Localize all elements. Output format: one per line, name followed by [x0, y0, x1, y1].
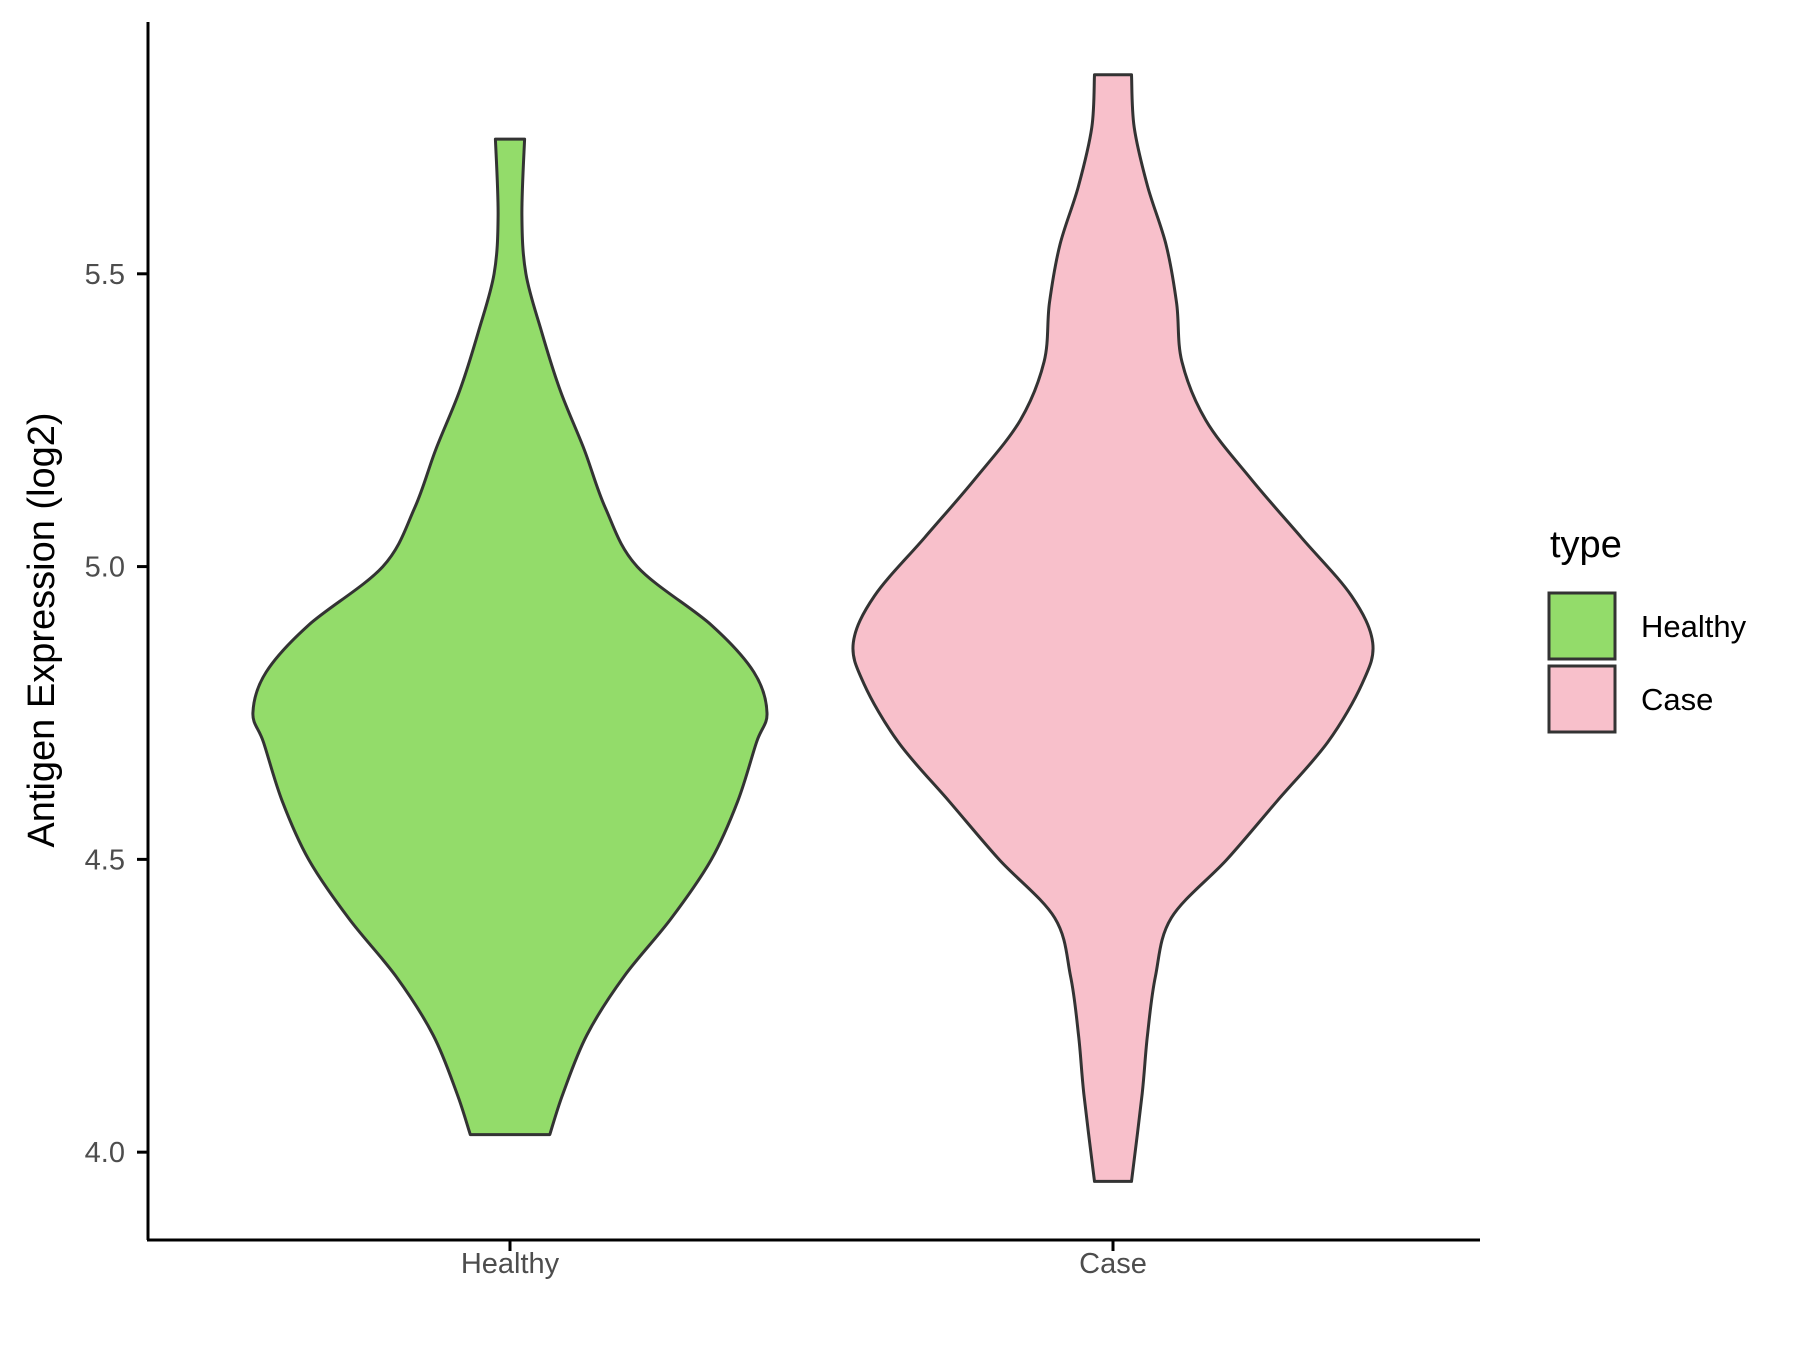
x-ticks: Healthy Case	[461, 1240, 1147, 1280]
y-tick-label: 5.0	[85, 552, 125, 584]
legend-swatch	[1547, 591, 1617, 661]
y-axis-title: Antigen Expression (log2)	[21, 412, 63, 847]
legend-entries: Healthy Case	[1547, 591, 1747, 734]
legend-swatch	[1547, 664, 1617, 734]
violin-group	[251, 73, 1375, 1183]
y-tick-label: 4.0	[85, 1137, 125, 1169]
x-tick-label: Healthy	[461, 1248, 560, 1280]
axes: 4.0 4.5 5.0 5.5 Healthy Case	[85, 22, 1480, 1280]
violin-case	[851, 73, 1375, 1183]
y-tick-label: 4.5	[85, 844, 125, 876]
y-tick-label: 5.5	[85, 259, 125, 291]
violin-healthy	[251, 137, 769, 1137]
legend-label: Case	[1641, 682, 1713, 717]
y-ticks: 4.0 4.5 5.0 5.5	[85, 259, 148, 1169]
legend-label: Healthy	[1641, 609, 1747, 644]
legend-title: type	[1550, 524, 1622, 566]
x-tick-label: Case	[1079, 1248, 1147, 1280]
legend: type Healthy Case	[1547, 524, 1747, 734]
